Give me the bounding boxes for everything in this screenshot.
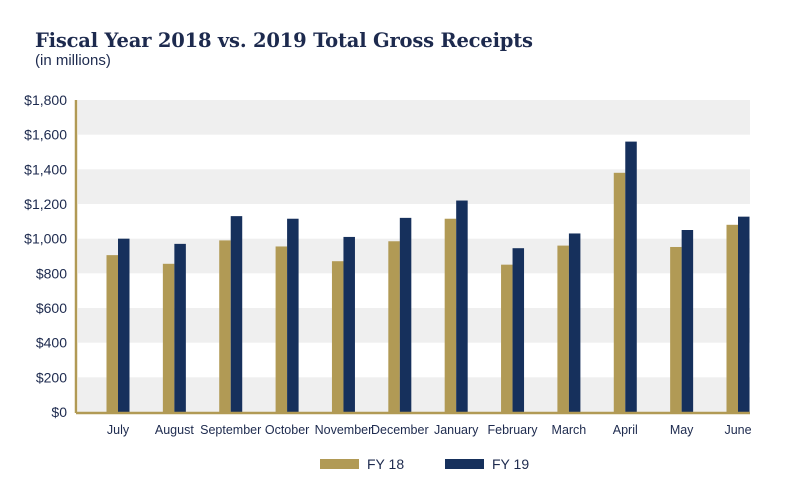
bar-fy18-june: [726, 224, 738, 412]
x-tick-label: March: [552, 423, 587, 437]
legend-swatch-fy18: [320, 459, 359, 469]
grid-band: [78, 238, 750, 274]
bar-fy19-may: [681, 230, 694, 412]
bar-fy18-january: [444, 218, 457, 412]
bars: [106, 141, 750, 412]
bar-fy18-may: [670, 246, 682, 412]
x-tick-label: October: [265, 423, 309, 437]
x-tick-label: April: [613, 423, 638, 437]
y-axis-ticks: $0 $200 $400 $600 $800 $1,000 $1,200 $1,400 $1,6…: [24, 92, 67, 420]
y-tick-label: $800: [36, 265, 67, 281]
bar-fy19-march: [568, 233, 581, 412]
y-tick-label: $1,800: [24, 92, 67, 108]
y-tick-label: $1,400: [24, 161, 67, 177]
bar-fy19-january: [456, 200, 468, 412]
x-tick-label: January: [434, 423, 479, 437]
chart-subtitle: (in millions): [35, 52, 111, 69]
axes: [74, 100, 750, 415]
bar-fy18-april: [613, 172, 626, 412]
bar-fy19-november: [343, 236, 355, 412]
grid-band: [78, 169, 750, 204]
legend-swatch-fy19: [445, 459, 484, 469]
y-tick-label: $400: [36, 335, 67, 351]
grid-band: [78, 308, 750, 343]
x-tick-label: September: [200, 423, 261, 437]
bar-fy19-june: [738, 216, 750, 412]
bar-fy19-december: [399, 217, 412, 412]
x-tick-label: December: [371, 423, 429, 437]
bar-fy18-february: [501, 264, 513, 412]
grid-band: [78, 377, 750, 412]
y-tick-label: $600: [36, 300, 67, 316]
x-tick-label: February: [488, 423, 539, 437]
bar-fy19-april: [625, 141, 637, 412]
legend-label: FY 18: [367, 456, 404, 472]
y-tick-label: $200: [36, 369, 67, 385]
bar-fy18-december: [388, 241, 400, 412]
bar-fy19-october: [287, 218, 299, 412]
grid-bands: [78, 100, 750, 412]
bar-fy19-february: [512, 248, 525, 412]
legend-label: FY 19: [492, 456, 529, 472]
y-tick-label: $0: [51, 404, 67, 420]
grid-band: [78, 100, 750, 135]
x-tick-label: July: [107, 423, 130, 437]
y-tick-label: $1,600: [24, 127, 67, 143]
x-tick-label: June: [724, 423, 751, 437]
bar-fy18-november: [331, 261, 344, 412]
bar-fy18-july: [106, 255, 118, 412]
bar-fy19-september: [230, 216, 243, 412]
y-tick-label: $1,000: [24, 231, 67, 247]
x-tick-label: November: [315, 423, 373, 437]
bar-fy19-july: [118, 238, 130, 412]
x-axis-ticks: July August September October NovemberDecemb…: [107, 423, 752, 437]
chart-title: Fiscal Year 2018 vs. 2019 Total Gross Re…: [35, 29, 533, 52]
legend: FY 18 FY 19: [320, 456, 529, 472]
bar-fy18-march: [557, 245, 569, 412]
bar-fy18-october: [275, 246, 288, 412]
y-tick-label: $1,200: [24, 196, 67, 212]
x-tick-label: May: [670, 423, 694, 437]
bar-fy18-august: [162, 263, 175, 412]
bar-fy18-september: [219, 240, 231, 412]
bar-fy19-august: [174, 243, 186, 412]
x-tick-label: August: [155, 423, 194, 437]
